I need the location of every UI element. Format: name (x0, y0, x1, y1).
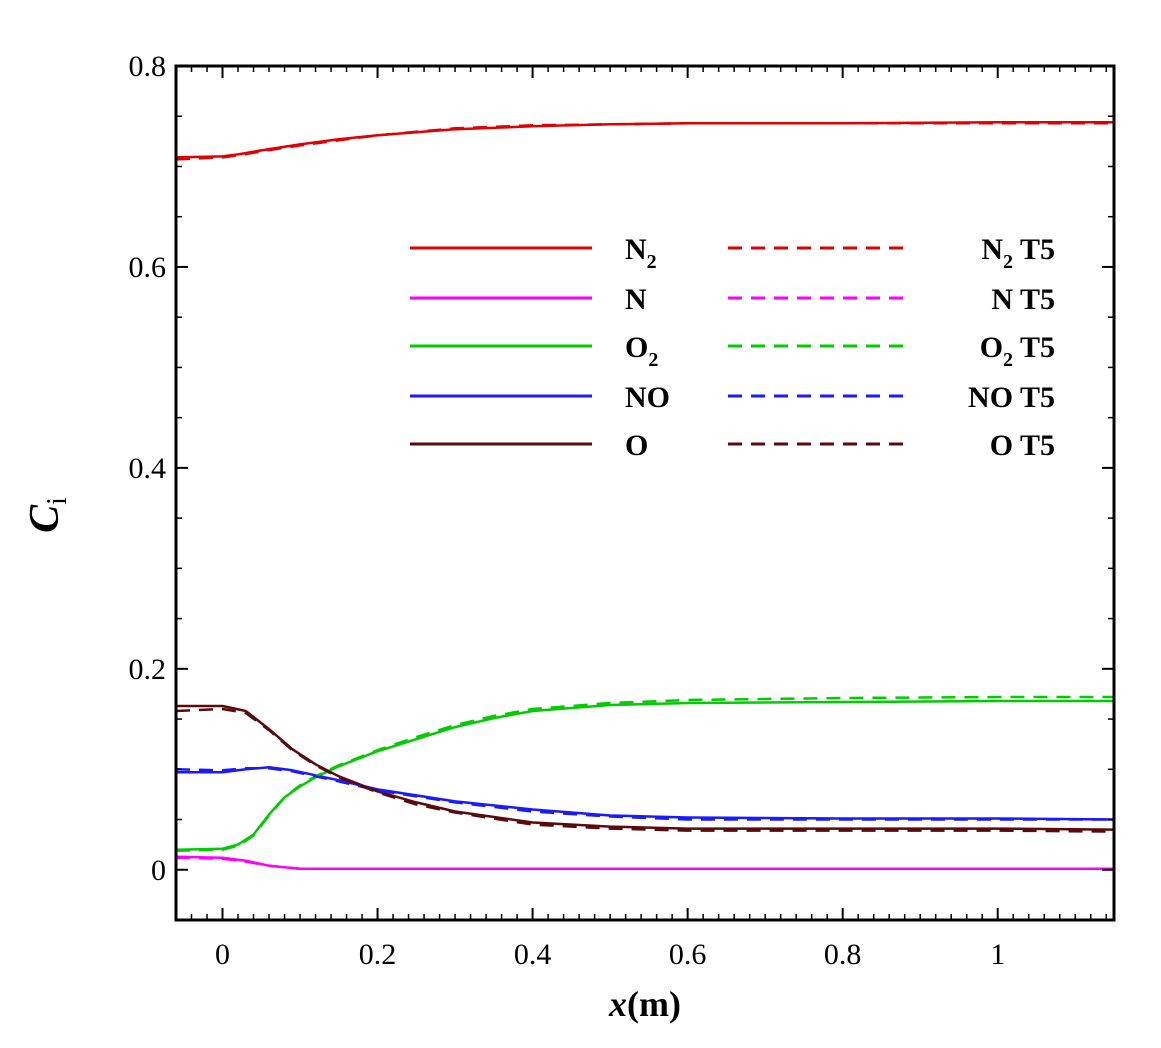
legend-label-7: O2 T5 (980, 331, 1055, 371)
legend: N2 N O2 NO O N2 T5 N T5 O2 T5 NO T5 O T5 (410, 233, 1055, 462)
series-line-4 (176, 704, 1114, 831)
y-tick-label: 0.4 (129, 452, 167, 485)
legend-label-4: O (625, 429, 648, 462)
series-line-7 (176, 695, 1114, 852)
y-axis-title: Ci (22, 497, 73, 533)
x-tick-label: 0.8 (824, 938, 862, 971)
legend-label-1: N (625, 283, 647, 316)
x-tick-label: 0.2 (359, 938, 397, 971)
series-line-1 (176, 855, 1114, 871)
series-line-6 (176, 856, 1114, 871)
plot-frame (174, 64, 1116, 922)
legend-label-2: O2 (625, 331, 658, 371)
x-tick-label: 0 (215, 938, 230, 971)
series-line-9 (176, 707, 1114, 833)
legend-label-0: N2 (625, 233, 657, 273)
series-line-5 (176, 122, 1114, 161)
axes-layer: 0 0.2 0.4 0.6 0.8 1 0 0.2 0.4 0.6 0.8 (129, 50, 1114, 971)
series-line-0 (176, 121, 1114, 159)
series-line-8 (176, 767, 1114, 821)
legend-label-5: N2 T5 (981, 233, 1055, 273)
x-tick-label: 1 (990, 938, 1005, 971)
series-layer (176, 121, 1114, 871)
x-axis-title: x(m) (608, 984, 681, 1024)
legend-label-6: N T5 (991, 283, 1055, 316)
legend-label-8: NO T5 (968, 381, 1055, 414)
x-tick-label: 0.4 (514, 938, 552, 971)
y-tick-label: 0.6 (129, 251, 167, 284)
y-tick-label: 0 (151, 854, 166, 887)
legend-label-3: NO (625, 381, 670, 414)
y-tick-label: 0.8 (129, 50, 167, 83)
y-tick-label: 0.2 (129, 653, 167, 686)
legend-label-9: O T5 (990, 429, 1055, 462)
x-tick-label: 0.6 (669, 938, 707, 971)
